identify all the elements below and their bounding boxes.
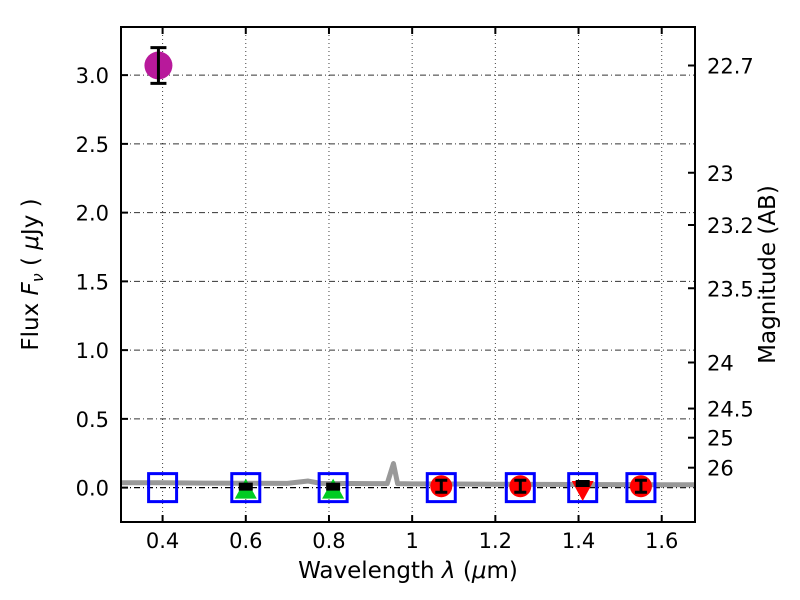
axes-frame xyxy=(120,26,696,523)
x-tick-label: 1.4 xyxy=(562,529,595,553)
gridlines xyxy=(121,27,695,522)
x-axis: 0.4 0.6 0.8 1 1.2 1.4 1.6 xyxy=(146,27,678,553)
magenta-detection-marker xyxy=(144,46,173,85)
x-axis-title: Wavelength λ (μm) xyxy=(298,558,518,584)
magnitude-tick-label: 22.7 xyxy=(707,55,754,79)
y-tick-label: 1.0 xyxy=(76,339,109,363)
y-axis-right: 22.7 23 23.2 23.5 24 24.5 25 26 xyxy=(688,55,754,481)
x-tick-label: 0.6 xyxy=(229,529,262,553)
aperture-square-marker xyxy=(230,472,262,504)
y-tick-label: 0.0 xyxy=(76,477,109,501)
magnitude-tick-label: 24.5 xyxy=(707,398,754,422)
errorbar-cap xyxy=(238,482,253,491)
x-tick-label: 0.4 xyxy=(146,529,179,553)
aperture-squares xyxy=(147,472,657,504)
x-tick-label: 1.6 xyxy=(645,529,678,553)
y-tick-label: 0.5 xyxy=(76,408,109,432)
plot-area-background xyxy=(121,27,695,522)
x-tick-label: 1.2 xyxy=(479,529,512,553)
y-axis-title: Flux Fν ( μJy ) xyxy=(18,198,47,350)
right-axis-title: Magnitude (AB) xyxy=(755,185,781,364)
magnitude-tick-label: 23.5 xyxy=(707,277,754,301)
red-detection-markers xyxy=(430,475,652,498)
errorbar-cap xyxy=(326,482,341,491)
aperture-square-marker xyxy=(425,472,457,504)
aperture-square-marker xyxy=(147,472,179,504)
y-axis-left: 0.0 0.5 1.0 1.5 2.0 2.5 3.0 xyxy=(76,64,128,501)
y-tick-label: 1.5 xyxy=(76,270,109,294)
aperture-square-marker xyxy=(504,472,536,504)
aperture-square-marker xyxy=(317,472,349,504)
red-upper-limit-marker xyxy=(571,480,594,501)
y-tick-label: 2.5 xyxy=(76,133,109,157)
x-tick-label: 1 xyxy=(405,529,418,553)
magnitude-tick-label: 24 xyxy=(707,352,734,376)
x-tick-label: 0.8 xyxy=(312,529,345,553)
y-tick-label: 3.0 xyxy=(76,64,109,88)
green-upper-limit-markers xyxy=(234,478,345,499)
aperture-square-marker xyxy=(625,472,657,504)
magnitude-tick-label: 23.2 xyxy=(707,214,754,238)
magnitude-tick-label: 26 xyxy=(707,457,734,481)
aperture-square-marker xyxy=(567,472,599,504)
errorbar-cap xyxy=(575,480,590,487)
y-tick-label: 2.0 xyxy=(76,202,109,226)
magnitude-tick-label: 25 xyxy=(707,427,734,451)
magnitude-tick-label: 23 xyxy=(707,162,734,186)
